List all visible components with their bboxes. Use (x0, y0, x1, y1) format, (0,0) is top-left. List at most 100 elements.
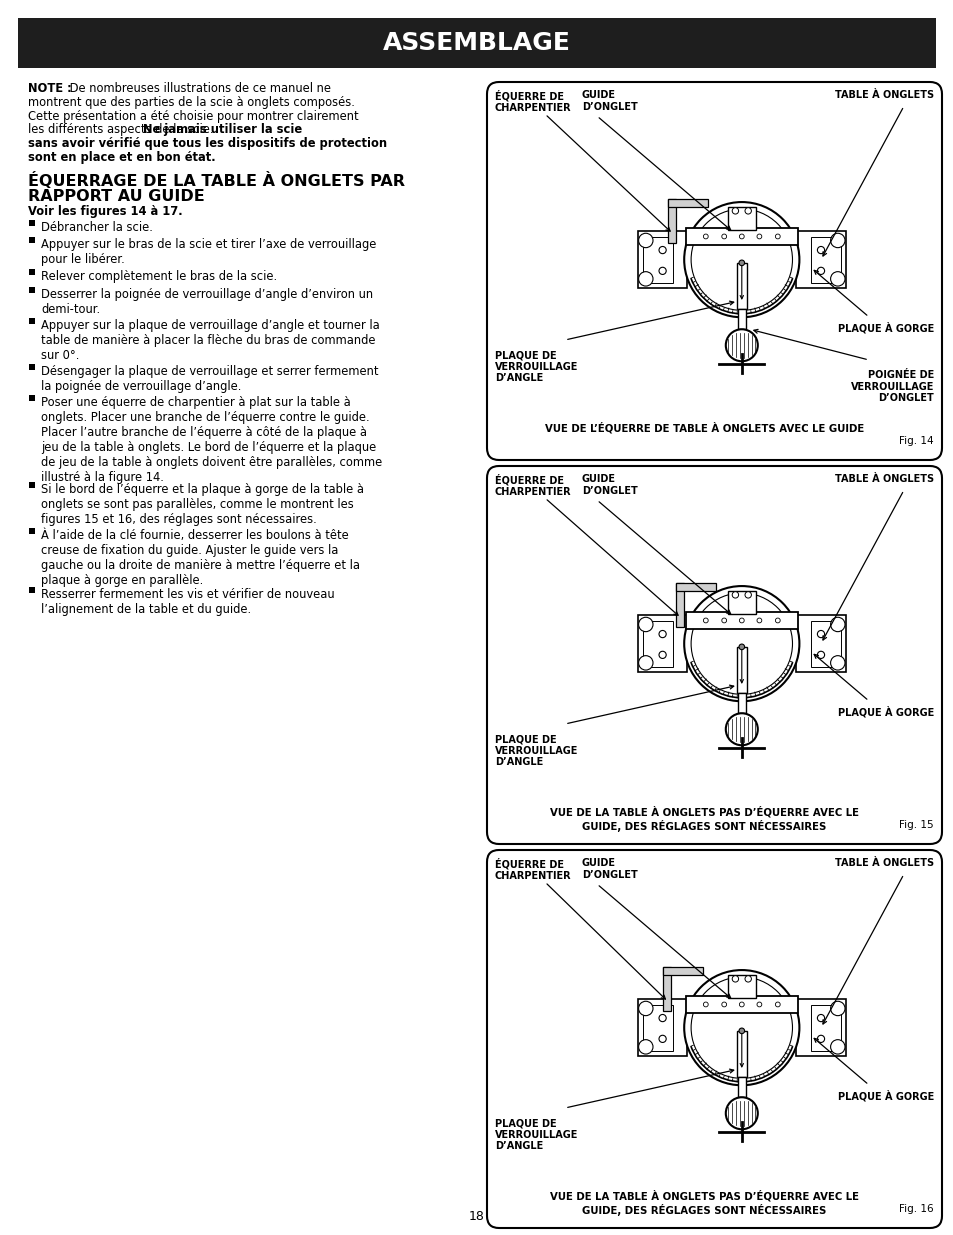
Circle shape (721, 235, 726, 238)
Text: Désengager la plaque de verrouillage et serrer fermement
la poignée de verrouill: Désengager la plaque de verrouillage et … (41, 364, 378, 393)
Circle shape (744, 976, 751, 982)
Text: Appuyer sur le bras de la scie et tirer l’axe de verrouillage
pour le libérer.: Appuyer sur le bras de la scie et tirer … (41, 238, 376, 267)
Text: Desserrer la poignée de verrouillage d’angle d’environ un
demi-tour.: Desserrer la poignée de verrouillage d’a… (41, 288, 373, 316)
Circle shape (817, 1014, 823, 1021)
Bar (727, 592, 755, 614)
Bar (676, 583, 716, 590)
Text: Relever complètement le bras de la scie.: Relever complètement le bras de la scie. (41, 270, 276, 283)
Bar (18, 19, 935, 68)
Circle shape (659, 267, 665, 274)
Bar (810, 237, 840, 283)
Bar (685, 995, 797, 1013)
Circle shape (744, 592, 751, 598)
Circle shape (739, 1028, 744, 1034)
Bar (29, 237, 35, 243)
Circle shape (638, 1002, 652, 1015)
Circle shape (732, 592, 738, 598)
Circle shape (702, 235, 707, 238)
Circle shape (659, 247, 665, 253)
Text: Débrancher la scie.: Débrancher la scie. (41, 221, 152, 233)
Circle shape (817, 1035, 823, 1042)
Text: TABLE À ONGLETS: TABLE À ONGLETS (834, 474, 933, 484)
Text: Si le bord de l’équerre et la plaque à gorge de la table à
onglets se sont pas p: Si le bord de l’équerre et la plaque à g… (41, 483, 364, 526)
Circle shape (830, 618, 844, 631)
Circle shape (775, 1002, 780, 1007)
Circle shape (775, 235, 780, 238)
Circle shape (739, 618, 743, 622)
Text: Voir les figures 14 à 17.: Voir les figures 14 à 17. (28, 205, 182, 217)
Circle shape (817, 247, 823, 253)
Bar (727, 976, 755, 998)
Text: sans avoir vérifié que tous les dispositifs de protection: sans avoir vérifié que tous les disposit… (28, 137, 387, 151)
Circle shape (732, 207, 738, 214)
Circle shape (638, 1040, 652, 1053)
Text: les différents aspects de la scie.: les différents aspects de la scie. (28, 124, 217, 136)
Circle shape (817, 630, 823, 637)
Text: Fig. 14: Fig. 14 (899, 436, 933, 446)
Circle shape (725, 330, 757, 362)
Circle shape (659, 630, 665, 637)
Circle shape (659, 651, 665, 658)
Circle shape (702, 1002, 707, 1007)
Circle shape (732, 976, 738, 982)
Circle shape (725, 714, 757, 745)
Text: 18: 18 (469, 1210, 484, 1224)
Text: PLAQUE À GORGE: PLAQUE À GORGE (837, 322, 933, 333)
Text: VUE DE L’ÉQUERRE DE TABLE À ONGLETS AVEC LE GUIDE: VUE DE L’ÉQUERRE DE TABLE À ONGLETS AVEC… (544, 422, 863, 433)
Text: PLAQUE DE
VERROUILLAGE
D’ANGLE: PLAQUE DE VERROUILLAGE D’ANGLE (495, 1118, 578, 1151)
Bar (642, 621, 672, 667)
Bar (29, 364, 35, 369)
Circle shape (638, 233, 652, 248)
Bar (642, 1004, 672, 1051)
Bar (796, 615, 845, 673)
Text: Ne jamais utiliser la scie: Ne jamais utiliser la scie (143, 124, 302, 136)
Circle shape (817, 267, 823, 274)
Circle shape (638, 618, 652, 631)
Circle shape (638, 656, 652, 671)
Circle shape (690, 209, 792, 310)
Bar (29, 395, 35, 401)
Text: ÉQUERRE DE
CHARPENTIER: ÉQUERRE DE CHARPENTIER (495, 474, 571, 498)
Bar (685, 227, 797, 246)
Text: Appuyer sur la plaque de verrouillage d’angle et tourner la
table de manière à p: Appuyer sur la plaque de verrouillage d’… (41, 320, 379, 362)
Text: ÉQUERRE DE
CHARPENTIER: ÉQUERRE DE CHARPENTIER (495, 90, 571, 114)
Circle shape (757, 618, 761, 622)
FancyBboxPatch shape (486, 82, 941, 459)
Text: sont en place et en bon état.: sont en place et en bon état. (28, 151, 215, 164)
Bar (29, 319, 35, 325)
Text: PLAQUE À GORGE: PLAQUE À GORGE (837, 1091, 933, 1102)
Text: RAPPORT AU GUIDE: RAPPORT AU GUIDE (28, 189, 205, 204)
Bar (638, 999, 687, 1056)
Bar (727, 207, 755, 230)
Bar (736, 647, 746, 693)
Circle shape (775, 618, 780, 622)
Bar (810, 621, 840, 667)
Circle shape (725, 1097, 757, 1129)
Circle shape (702, 618, 707, 622)
Circle shape (830, 1040, 844, 1053)
Text: NOTE :: NOTE : (28, 82, 71, 95)
Bar (29, 527, 35, 534)
Circle shape (739, 1002, 743, 1007)
Text: Resserrer fermement les vis et vérifier de nouveau
l’alignement de la table et d: Resserrer fermement les vis et vérifier … (41, 588, 335, 616)
Text: Cette présentation a été choisie pour montrer clairement: Cette présentation a été choisie pour mo… (28, 110, 358, 122)
Text: PLAQUE DE
VERROUILLAGE
D’ANGLE: PLAQUE DE VERROUILLAGE D’ANGLE (495, 734, 578, 767)
Text: Poser une équerre de charpentier à plat sur la table à
onglets. Placer une branc: Poser une équerre de charpentier à plat … (41, 396, 382, 484)
Circle shape (721, 1002, 726, 1007)
Circle shape (757, 235, 761, 238)
Circle shape (830, 1002, 844, 1015)
Bar (737, 309, 745, 330)
Text: ASSEMBLAGE: ASSEMBLAGE (383, 31, 570, 56)
Circle shape (757, 1002, 761, 1007)
Text: montrent que des parties de la scie à onglets composés.: montrent que des parties de la scie à on… (28, 96, 355, 109)
FancyBboxPatch shape (486, 850, 941, 1228)
Text: TABLE À ONGLETS: TABLE À ONGLETS (834, 90, 933, 100)
Bar (662, 967, 702, 974)
Circle shape (690, 593, 792, 694)
Circle shape (683, 969, 799, 1086)
Text: PLAQUE À GORGE: PLAQUE À GORGE (837, 706, 933, 718)
Text: VUE DE LA TABLE À ONGLETS PAS D’ÉQUERRE AVEC LE
GUIDE, DES RÉGLAGES SONT NÉCESSA: VUE DE LA TABLE À ONGLETS PAS D’ÉQUERRE … (550, 806, 858, 831)
Text: VUE DE LA TABLE À ONGLETS PAS D’ÉQUERRE AVEC LE
GUIDE, DES RÉGLAGES SONT NÉCESSA: VUE DE LA TABLE À ONGLETS PAS D’ÉQUERRE … (550, 1191, 858, 1215)
Bar (29, 482, 35, 488)
Text: ÉQUERRAGE DE LA TABLE À ONGLETS PAR: ÉQUERRAGE DE LA TABLE À ONGLETS PAR (28, 172, 405, 189)
